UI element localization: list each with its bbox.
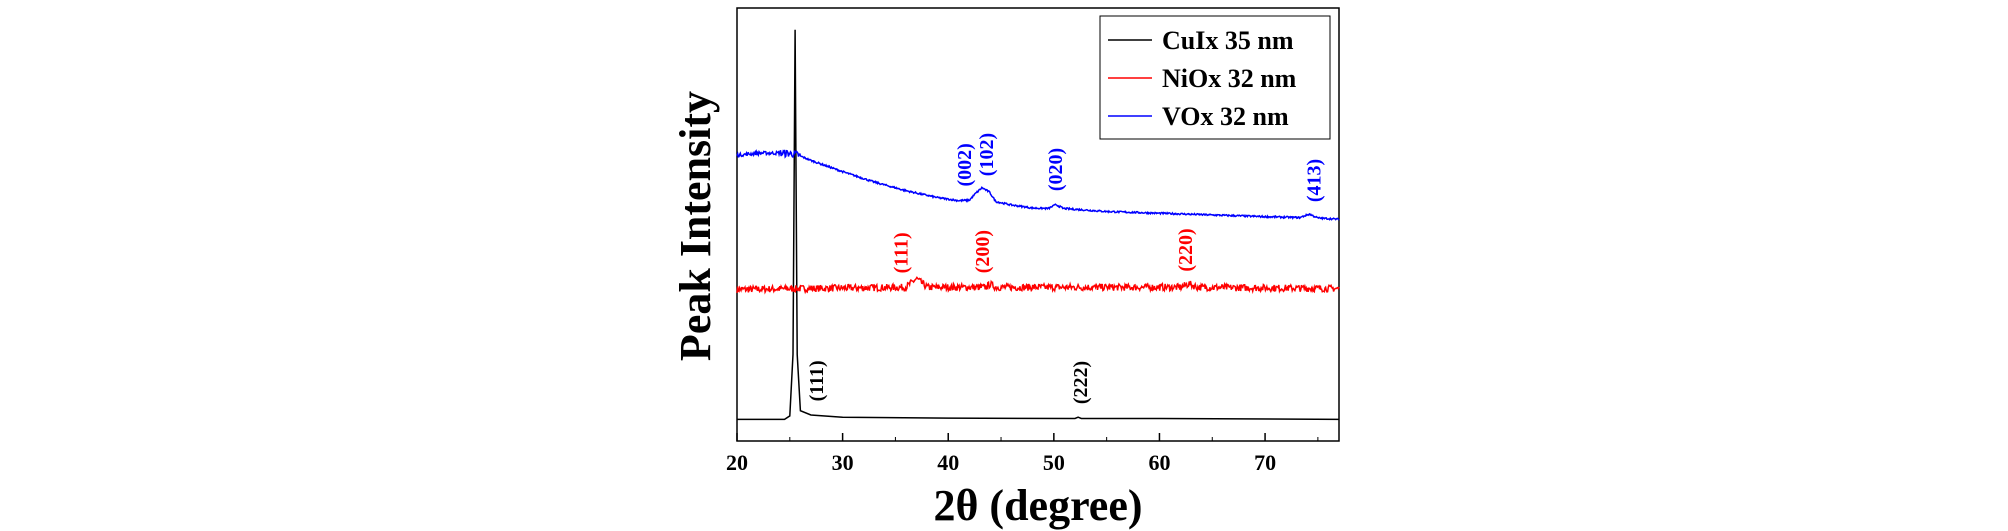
peak-label-0-0: (111) xyxy=(806,360,828,401)
x-tick-label-50: 50 xyxy=(1043,450,1065,475)
peak-annotations: (111) (222) (111) (200) (220) (002) (102) (020)… xyxy=(806,133,1325,404)
peak-label-2-1: (102) xyxy=(976,133,998,176)
x-tick-label-30: 30 xyxy=(832,450,854,475)
x-tick-label-20: 20 xyxy=(726,450,748,475)
x-tick-label-40: 40 xyxy=(937,450,959,475)
x-tick-label-70: 70 xyxy=(1254,450,1276,475)
x-axis-label: 2θ (degree) xyxy=(933,481,1142,530)
y-axis-label: Peak Intensity xyxy=(671,91,720,361)
x-axis-ticks xyxy=(736,433,1319,441)
series-line-0 xyxy=(737,29,1340,421)
legend: CuIx 35 nm NiOx 32 nm VOx 32 nm xyxy=(1099,15,1331,140)
peak-label-1-1: (200) xyxy=(972,230,994,273)
legend-label-vox: VOx 32 nm xyxy=(1162,102,1289,131)
peak-label-2-3: (413) xyxy=(1304,159,1326,202)
peak-label-0-1: (222) xyxy=(1070,361,1092,404)
x-tick-label-60: 60 xyxy=(1148,450,1170,475)
peak-label-2-0: (002) xyxy=(954,143,976,186)
peak-label-1-0: (111) xyxy=(891,232,913,273)
series-line-1 xyxy=(736,276,1340,295)
x-axis-tick-labels: 20 30 40 50 60 70 xyxy=(726,450,1276,475)
legend-label-cuix: CuIx 35 nm xyxy=(1162,26,1294,55)
plot-frame xyxy=(736,7,1340,442)
peak-label-2-2: (020) xyxy=(1045,148,1067,191)
series-group xyxy=(736,29,1340,421)
legend-label-niox: NiOx 32 nm xyxy=(1162,64,1297,93)
series-line-2 xyxy=(736,148,1340,221)
peak-label-1-2: (220) xyxy=(1175,228,1197,271)
